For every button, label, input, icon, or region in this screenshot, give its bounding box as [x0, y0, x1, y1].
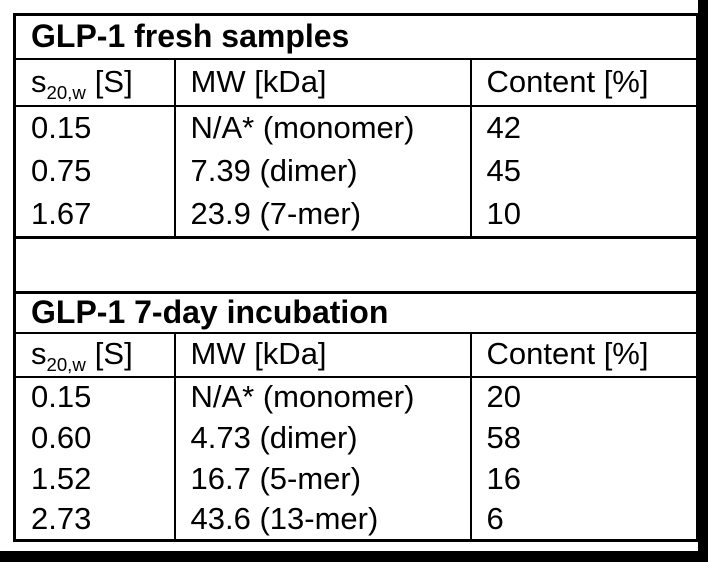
column-header-s20w: s20,w [S]: [14, 332, 176, 378]
cell-content: 20: [486, 379, 521, 415]
cell-mw: 4.73 (dimer): [174, 417, 472, 459]
s20w-unit: [S]: [94, 336, 133, 372]
column-header-content: Content [%]: [470, 58, 698, 107]
cell-content: 58: [486, 419, 521, 455]
cell-s20w: 0.15: [14, 105, 176, 150]
table-header-row: s20,w [S] MW [kDa] Content [%]: [14, 332, 698, 378]
column-header-s20w: s20,w [S]: [14, 58, 176, 107]
table-row: 2.73 43.6 (13-mer) 6: [14, 499, 698, 541]
cell-s20w: 1.67: [14, 193, 176, 238]
cell-s20w: 2.73: [14, 499, 176, 541]
cell-s20w: 0.15: [14, 376, 176, 418]
table-header-row: s20,w [S] MW [kDa] Content [%]: [14, 58, 698, 107]
cell-mw: 7.39 (dimer): [174, 149, 472, 194]
table-row: GLP-1 7-day incubation: [14, 292, 698, 334]
table-row: GLP-1 fresh samples: [14, 14, 698, 60]
cell-s20w: 0.75: [14, 149, 176, 194]
column-header-content: Content [%]: [470, 332, 698, 378]
table-title-fresh: GLP-1 fresh samples: [14, 14, 698, 60]
table-glp1-fresh: GLP-1 fresh samples s20,w [S] MW [kDa] Co…: [13, 13, 699, 239]
column-header-mw: MW [kDa]: [174, 58, 472, 107]
s20w-base: s: [31, 63, 47, 99]
cell-content: 6: [486, 500, 504, 536]
cell-content: 16: [486, 460, 521, 496]
table-row: 1.52 16.7 (5-mer) 16: [14, 458, 698, 500]
table-row: 0.60 4.73 (dimer) 58: [14, 417, 698, 459]
cell-s20w: 1.52: [14, 458, 176, 500]
table-row: 0.15 N/A* (monomer) 42: [14, 105, 698, 150]
s20w-unit: [S]: [94, 63, 133, 99]
s20w-subscript: 20,w: [46, 81, 86, 103]
table-gap-row: [13, 239, 699, 291]
cell-mw: 16.7 (5-mer): [174, 458, 472, 500]
s20w-subscript: 20,w: [46, 354, 86, 376]
cell-mw: 43.6 (13-mer): [174, 499, 472, 541]
cell-s20w: 0.60: [14, 417, 176, 459]
table-row: 0.75 7.39 (dimer) 45: [14, 149, 698, 194]
table-row: 0.15 N/A* (monomer) 20: [14, 376, 698, 418]
cell-mw: 23.9 (7-mer): [174, 193, 472, 238]
cell-mw: N/A* (monomer): [174, 376, 472, 418]
tables-container: GLP-1 fresh samples s20,w [S] MW [kDa] Co…: [13, 13, 699, 542]
table-row: 1.67 23.9 (7-mer) 10: [14, 193, 698, 238]
cell-mw: N/A* (monomer): [174, 105, 472, 150]
table-title-incubation: GLP-1 7-day incubation: [14, 292, 698, 334]
cell-content: 10: [486, 196, 521, 232]
figure-border-bottom: [0, 551, 708, 562]
cell-content: 45: [486, 153, 521, 189]
column-header-mw: MW [kDa]: [174, 332, 472, 378]
s20w-base: s: [31, 336, 47, 372]
table-glp1-incubation: GLP-1 7-day incubation s20,w [S] MW [kDa]…: [13, 291, 699, 542]
cell-content: 42: [486, 109, 521, 145]
figure-border-right: [698, 0, 708, 562]
